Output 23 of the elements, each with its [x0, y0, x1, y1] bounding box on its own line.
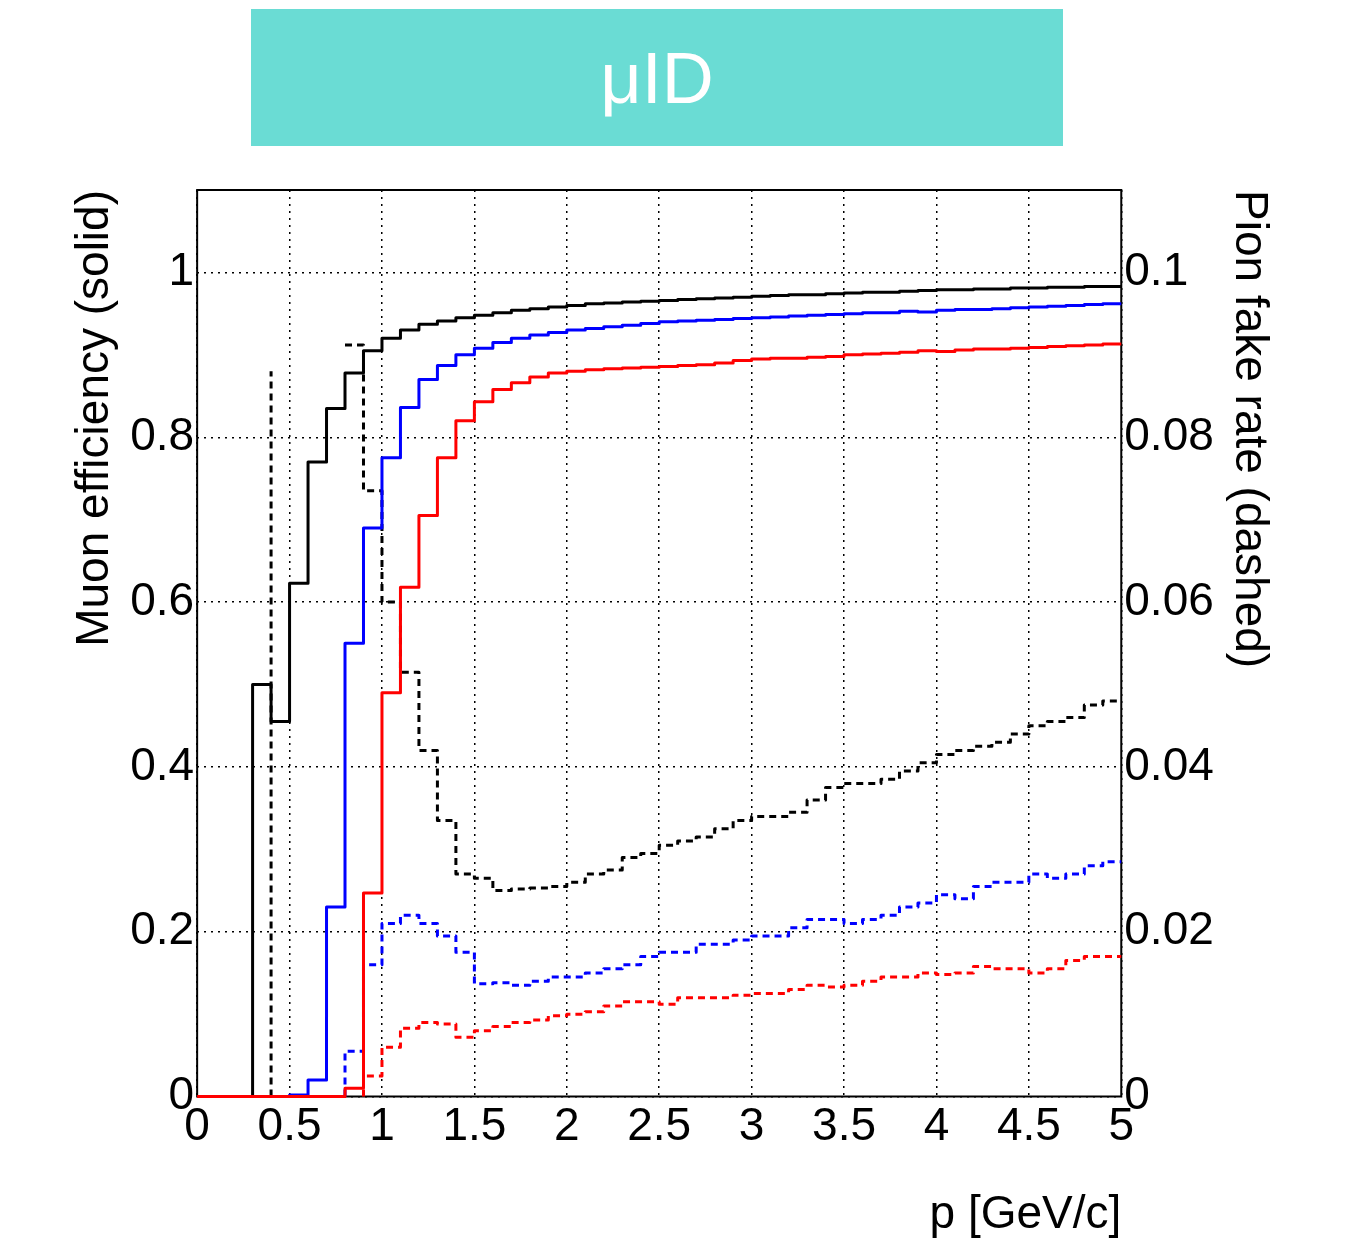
x-tick-label: 3.5: [812, 1097, 877, 1150]
x-tick-label: 2.5: [627, 1097, 692, 1150]
y-tick-label: 1: [168, 243, 195, 296]
x-tick-label: 4.5: [996, 1097, 1061, 1150]
chart-title: μID: [251, 9, 1063, 146]
y2-tick-label: 0.06: [1124, 572, 1214, 625]
x-tick-label: 4: [923, 1097, 950, 1150]
y-tick-label: 0.2: [130, 902, 195, 955]
y-tick-label: 0.4: [130, 737, 195, 790]
x-axis-title: p [GeV/c]: [929, 1186, 1122, 1239]
y2-tick-label: 0.08: [1124, 407, 1214, 460]
y2-tick-label: 0.1: [1124, 243, 1189, 296]
y-axis-title: Muon efficiency (solid): [66, 190, 119, 647]
x-tick-label: 0.5: [257, 1097, 322, 1150]
x-tick-label: 1: [369, 1097, 395, 1150]
y-tick-label: 0.6: [130, 572, 195, 625]
y2-tick-label: 0.04: [1124, 737, 1214, 790]
y2-axis-title: Pion fake rate (dashed): [1225, 190, 1278, 669]
y2-tick-label: 0.02: [1124, 902, 1214, 955]
x-tick-label: 3: [738, 1097, 765, 1150]
x-tick-label: 1.5: [442, 1097, 507, 1150]
y-tick-label: 0.8: [130, 407, 195, 460]
x-tick-label: 2: [554, 1097, 580, 1150]
